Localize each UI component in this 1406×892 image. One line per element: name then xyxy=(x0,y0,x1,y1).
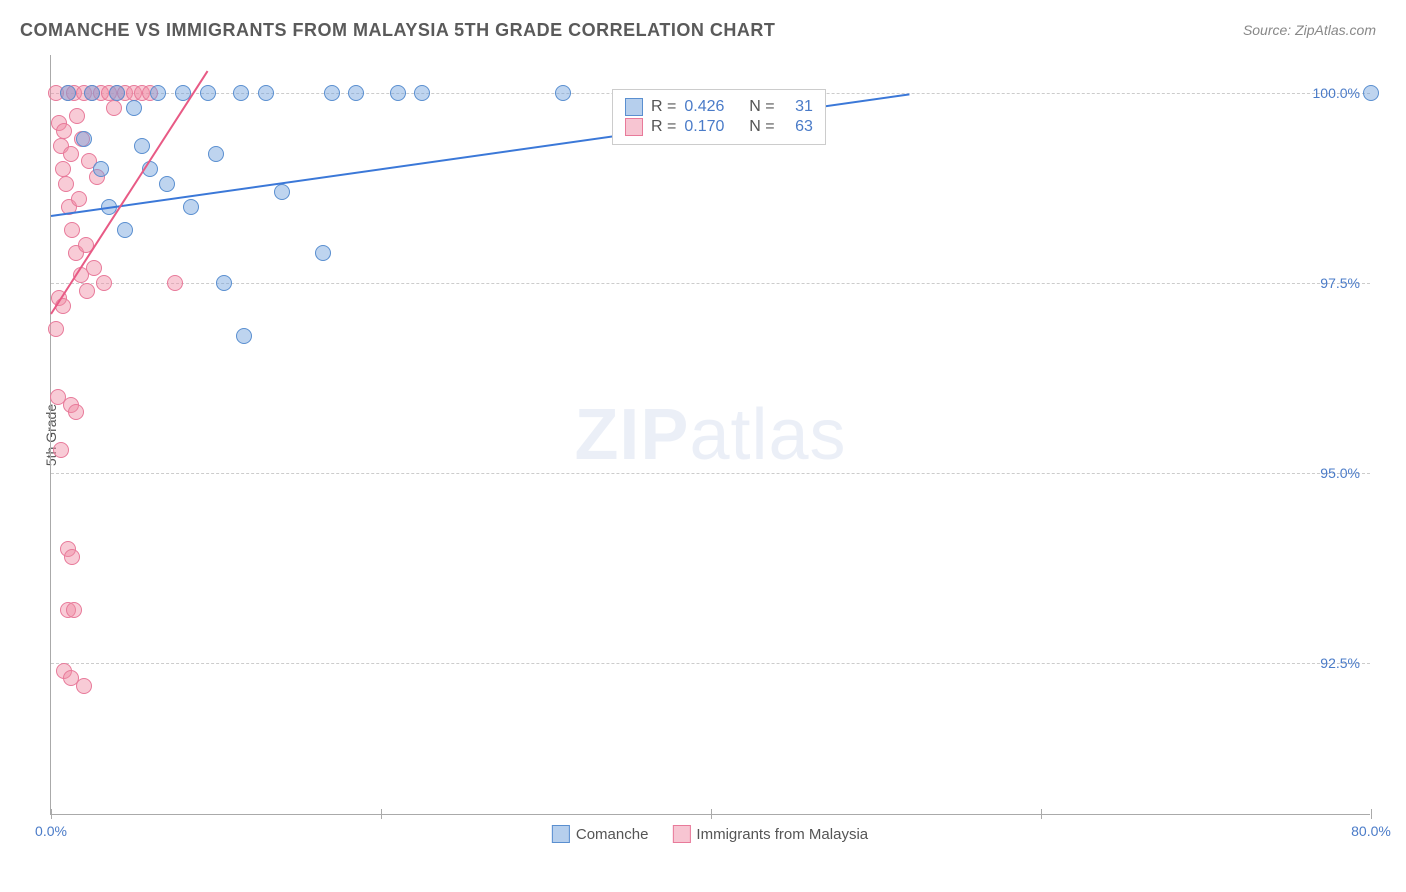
data-point xyxy=(79,283,95,299)
watermark-atlas: atlas xyxy=(689,395,846,475)
data-point xyxy=(134,138,150,154)
data-point xyxy=(233,85,249,101)
stat-n-label: N = xyxy=(749,98,774,116)
stat-n-value: 63 xyxy=(795,118,813,136)
data-point xyxy=(117,222,133,238)
y-tick-label: 100.0% xyxy=(1313,85,1360,101)
legend: Comanche Immigrants from Malaysia xyxy=(552,825,868,843)
data-point xyxy=(274,184,290,200)
data-point xyxy=(216,275,232,291)
stat-r-value: 0.426 xyxy=(684,98,724,116)
legend-label: Immigrants from Malaysia xyxy=(696,826,868,843)
y-tick-label: 97.5% xyxy=(1320,275,1360,291)
x-tick-label: 80.0% xyxy=(1351,823,1391,839)
stat-r-label: R = xyxy=(651,118,676,136)
stats-row-comanche: R = 0.426 N = 31 xyxy=(625,98,813,116)
data-point xyxy=(1363,85,1379,101)
data-point xyxy=(555,85,571,101)
x-tick-mark xyxy=(1041,809,1042,819)
plot-region: ZIPatlas 92.5%95.0%97.5%100.0%0.0%80.0%R… xyxy=(50,55,1370,815)
data-point xyxy=(348,85,364,101)
data-point xyxy=(236,328,252,344)
data-point xyxy=(150,85,166,101)
gridline xyxy=(51,473,1370,474)
data-point xyxy=(93,161,109,177)
data-point xyxy=(84,85,100,101)
data-point xyxy=(390,85,406,101)
data-point xyxy=(63,146,79,162)
data-point xyxy=(53,442,69,458)
data-point xyxy=(55,161,71,177)
data-point xyxy=(56,123,72,139)
stats-row-malaysia: R = 0.170 N = 63 xyxy=(625,118,813,136)
y-tick-label: 95.0% xyxy=(1320,465,1360,481)
stat-r-value: 0.170 xyxy=(684,118,724,136)
x-tick-mark xyxy=(1371,809,1372,819)
data-point xyxy=(69,108,85,124)
data-point xyxy=(324,85,340,101)
data-point xyxy=(64,222,80,238)
chart-title: COMANCHE VS IMMIGRANTS FROM MALAYSIA 5TH… xyxy=(20,20,775,41)
data-point xyxy=(58,176,74,192)
data-point xyxy=(109,85,125,101)
source-prefix: Source: xyxy=(1243,22,1295,38)
legend-item-malaysia[interactable]: Immigrants from Malaysia xyxy=(672,825,868,843)
source-attribution: Source: ZipAtlas.com xyxy=(1243,22,1376,40)
y-tick-label: 92.5% xyxy=(1320,655,1360,671)
x-tick-label: 0.0% xyxy=(35,823,67,839)
data-point xyxy=(315,245,331,261)
x-tick-mark xyxy=(711,809,712,819)
x-tick-mark xyxy=(381,809,382,819)
legend-label: Comanche xyxy=(576,826,649,843)
swatch-icon xyxy=(625,118,643,136)
swatch-icon xyxy=(625,98,643,116)
data-point xyxy=(183,199,199,215)
stat-n-label: N = xyxy=(749,118,774,136)
data-point xyxy=(159,176,175,192)
data-point xyxy=(60,85,76,101)
data-point xyxy=(68,404,84,420)
data-point xyxy=(258,85,274,101)
legend-item-comanche[interactable]: Comanche xyxy=(552,825,649,843)
data-point xyxy=(106,100,122,116)
header: COMANCHE VS IMMIGRANTS FROM MALAYSIA 5TH… xyxy=(0,0,1406,51)
data-point xyxy=(76,131,92,147)
gridline xyxy=(51,283,1370,284)
data-point xyxy=(48,321,64,337)
stats-box: R = 0.426 N = 31 R = 0.170 N = 63 xyxy=(612,89,826,145)
swatch-icon xyxy=(552,825,570,843)
data-point xyxy=(208,146,224,162)
data-point xyxy=(200,85,216,101)
chart-area: 5th Grade ZIPatlas 92.5%95.0%97.5%100.0%… xyxy=(50,55,1370,815)
data-point xyxy=(86,260,102,276)
data-point xyxy=(64,549,80,565)
watermark: ZIPatlas xyxy=(574,394,846,476)
x-tick-mark xyxy=(51,809,52,819)
source-link[interactable]: ZipAtlas.com xyxy=(1295,22,1376,38)
swatch-icon xyxy=(672,825,690,843)
gridline xyxy=(51,663,1370,664)
data-point xyxy=(167,275,183,291)
stat-n-value: 31 xyxy=(795,98,813,116)
data-point xyxy=(76,678,92,694)
data-point xyxy=(414,85,430,101)
data-point xyxy=(71,191,87,207)
data-point xyxy=(126,100,142,116)
data-point xyxy=(96,275,112,291)
data-point xyxy=(66,602,82,618)
watermark-zip: ZIP xyxy=(574,395,689,475)
stat-r-label: R = xyxy=(651,98,676,116)
